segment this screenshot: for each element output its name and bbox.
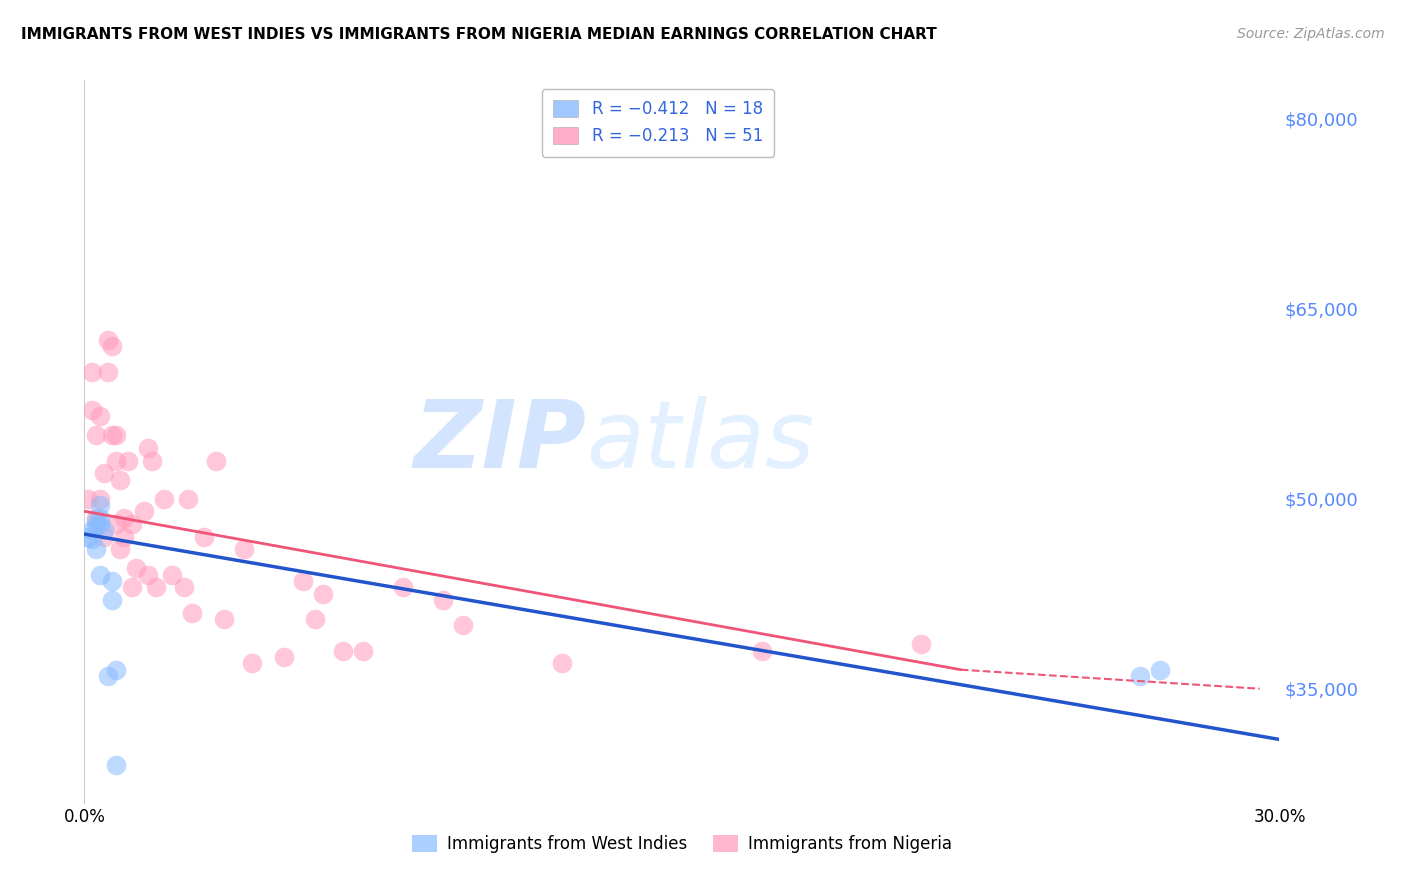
Point	[292, 574, 315, 588]
Point	[112, 530, 135, 544]
Point	[89, 491, 111, 506]
Point	[212, 612, 235, 626]
Point	[136, 441, 159, 455]
Point	[89, 516, 111, 531]
Point	[93, 530, 115, 544]
Point	[125, 561, 148, 575]
Point	[97, 333, 120, 347]
Point	[451, 618, 474, 632]
Point	[93, 523, 115, 537]
Point	[145, 580, 167, 594]
Point	[86, 510, 108, 524]
Point	[101, 593, 124, 607]
Point	[77, 530, 100, 544]
Point	[332, 643, 354, 657]
Point	[1149, 663, 1171, 677]
Point	[82, 523, 104, 537]
Point	[193, 530, 215, 544]
Point	[132, 504, 156, 518]
Legend: Immigrants from West Indies, Immigrants from Nigeria: Immigrants from West Indies, Immigrants …	[405, 828, 959, 860]
Point	[232, 542, 254, 557]
Point	[304, 612, 326, 626]
Point	[105, 453, 128, 467]
Point	[205, 453, 228, 467]
Point	[110, 473, 132, 487]
Point	[352, 643, 374, 657]
Point	[312, 587, 335, 601]
Point	[105, 663, 128, 677]
Point	[110, 542, 132, 557]
Point	[910, 637, 932, 651]
Point	[177, 491, 200, 506]
Point	[101, 574, 124, 588]
Point	[160, 567, 183, 582]
Point	[153, 491, 176, 506]
Point	[93, 467, 115, 481]
Point	[273, 650, 295, 665]
Point	[105, 516, 128, 531]
Point	[82, 365, 104, 379]
Point	[97, 365, 120, 379]
Point	[105, 428, 128, 442]
Point	[121, 580, 143, 594]
Point	[86, 542, 108, 557]
Point	[121, 516, 143, 531]
Point	[86, 519, 108, 533]
Point	[89, 409, 111, 424]
Text: IMMIGRANTS FROM WEST INDIES VS IMMIGRANTS FROM NIGERIA MEDIAN EARNINGS CORRELATI: IMMIGRANTS FROM WEST INDIES VS IMMIGRANT…	[21, 27, 936, 42]
Point	[1129, 669, 1152, 683]
Point	[117, 453, 139, 467]
Point	[181, 606, 204, 620]
Point	[240, 657, 263, 671]
Point	[97, 669, 120, 683]
Text: Source: ZipAtlas.com: Source: ZipAtlas.com	[1237, 27, 1385, 41]
Point	[101, 428, 124, 442]
Point	[432, 593, 454, 607]
Point	[82, 532, 104, 546]
Point	[112, 510, 135, 524]
Point	[86, 515, 108, 529]
Point	[136, 567, 159, 582]
Point	[89, 498, 111, 512]
Point	[101, 339, 124, 353]
Text: atlas: atlas	[586, 396, 814, 487]
Point	[173, 580, 195, 594]
Point	[89, 510, 111, 524]
Point	[392, 580, 415, 594]
Point	[105, 757, 128, 772]
Point	[77, 491, 100, 506]
Point	[141, 453, 163, 467]
Text: ZIP: ZIP	[413, 395, 586, 488]
Point	[86, 428, 108, 442]
Point	[89, 567, 111, 582]
Point	[751, 643, 773, 657]
Point	[82, 402, 104, 417]
Point	[551, 657, 574, 671]
